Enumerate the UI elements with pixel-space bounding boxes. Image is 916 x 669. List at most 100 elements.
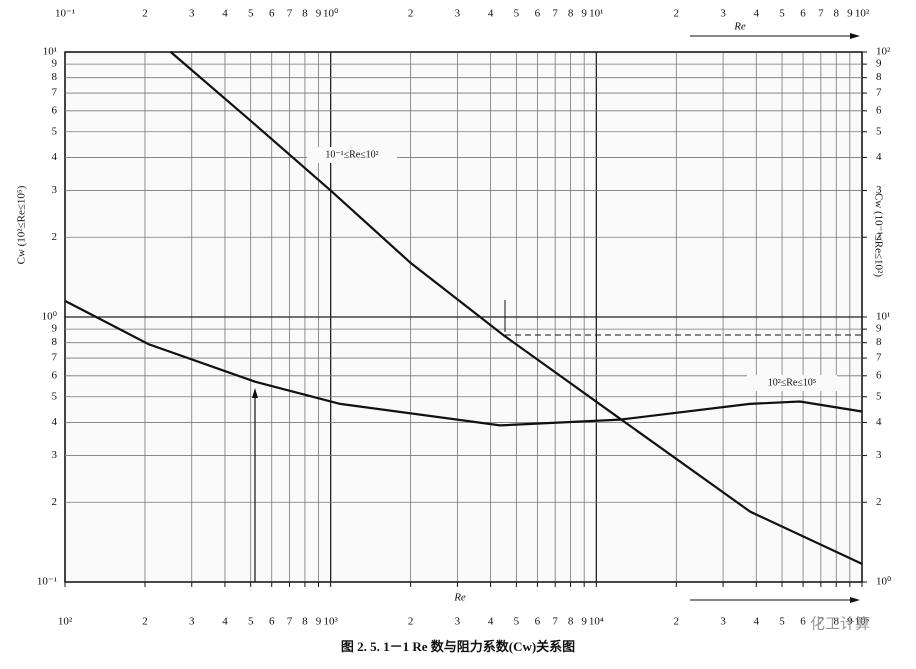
y2-tick-label: 7: [876, 352, 882, 364]
x-tick-label: 2: [142, 8, 148, 20]
x-tick-label: 7: [552, 8, 558, 20]
x-tick-label: 2: [408, 8, 414, 20]
x-tick-label: 9: [581, 8, 587, 20]
x-tick-label: 7: [287, 8, 293, 20]
x2-tick-label: 2: [408, 616, 414, 628]
x2-tick-label: 5: [248, 616, 254, 628]
x-tick-label: 3: [455, 8, 461, 20]
caption: 图 2. 5. 1－1 Re 数与阻力系数(Cw)关系图: [341, 639, 575, 654]
y-tick-label: 7: [52, 87, 58, 99]
y-tick-label: 4: [52, 151, 58, 163]
arrow-head: [252, 388, 258, 398]
y-tick-label: 10⁻¹: [37, 576, 57, 588]
layer: 10⁻¹ 2 3 4 5 6 7 8 9 10⁰ 2 3 4 5 6 7 8 9 10¹ 2 3 4 5 6 7 8 9 10²10²…: [37, 8, 892, 628]
x-tick-label: 3: [720, 8, 726, 20]
y-tick-label: 2: [52, 231, 58, 243]
y2-tick-label: 5: [876, 390, 882, 402]
y2-tick-label: 4: [876, 416, 882, 428]
x2-tick-label: 6: [269, 616, 275, 628]
x2-tick-label: 9: [316, 616, 322, 628]
x-tick-label: 5: [779, 8, 785, 20]
y2-tick-label: 8: [876, 71, 882, 83]
x-tick-label: 6: [269, 8, 275, 20]
y-tick-label: 8: [52, 71, 58, 83]
watermark: 化工计算: [810, 614, 870, 632]
y-tick-label: 7: [52, 352, 58, 364]
x2-tick-label: 7: [552, 616, 558, 628]
y2-tick-label: 3: [876, 449, 882, 461]
curve: [169, 51, 863, 565]
x2-tick-label: 10²: [58, 616, 73, 628]
x-tick-label: 4: [222, 8, 228, 20]
y2-tick-label: 5: [876, 125, 882, 137]
x2-tick-label: 3: [720, 616, 726, 628]
x-tick-label: 4: [488, 8, 494, 20]
y-tick-label: 5: [52, 390, 58, 402]
y-tick-label: 3: [52, 184, 58, 196]
y2-tick-label: 10²: [876, 46, 891, 58]
x-tick-label: 10⁰: [323, 8, 339, 20]
x2-tick-label: 10⁵: [855, 616, 870, 628]
x2-tick-label: 4: [754, 616, 760, 628]
y2-tick-label: 6: [876, 369, 882, 381]
y2-tick-label: 2: [876, 496, 882, 508]
x2-tick-label: 6: [535, 616, 541, 628]
x2-tick-label: 6: [800, 616, 806, 628]
x2-tick-label: 3: [189, 616, 195, 628]
y-tick-label: 2: [52, 496, 58, 508]
x2-tick-label: 3: [455, 616, 461, 628]
x2-tick-label: 7: [818, 616, 824, 628]
label-bg: [307, 147, 397, 163]
x-tick-label: 9: [847, 8, 853, 20]
x-tick-label: 5: [514, 8, 520, 20]
x2-tick-label: 10⁴: [589, 616, 604, 628]
x2-tick-label: 2: [674, 616, 680, 628]
x-tick-label: 5: [248, 8, 254, 20]
arrow-head: [850, 597, 860, 603]
x-tick-label: 8: [302, 8, 308, 20]
x-tick-label: 10¹: [589, 8, 603, 20]
y-tick-label: 5: [52, 125, 58, 137]
y-tick-label: 4: [52, 416, 58, 428]
y2-tick-label: 10⁰: [876, 576, 892, 588]
x2-tick-label: 2: [142, 616, 148, 628]
x-axis-title: Re: [733, 21, 746, 33]
x2-tick-label: 8: [834, 616, 840, 628]
y-tick-label: 6: [52, 104, 58, 116]
x-tick-label: 4: [754, 8, 760, 20]
label-bg: [747, 375, 837, 391]
x2-axis-title: Re: [453, 592, 466, 604]
x-tick-label: 8: [568, 8, 574, 20]
y-tick-label: 9: [52, 58, 58, 70]
y2-tick-label: 4: [876, 151, 882, 163]
x2-tick-label: 7: [287, 616, 293, 628]
x-tick-label: 6: [535, 8, 541, 20]
y-tick-label: 10¹: [43, 46, 57, 58]
y-axis-title: Cw (10²≤Re≤10⁵): [16, 185, 28, 264]
x-tick-label: 10⁻¹: [55, 8, 75, 20]
x2-tick-label: 10³: [324, 616, 339, 628]
y-tick-label: 8: [52, 336, 58, 348]
y-tick-label: 6: [52, 369, 58, 381]
y-tick-label: 9: [52, 323, 58, 335]
arrow-head: [850, 33, 860, 39]
curve-label: 10²≤Re≤10⁵: [768, 377, 817, 388]
x2-tick-label: 8: [568, 616, 574, 628]
y2-tick-label: 9: [876, 58, 882, 70]
y-tick-label: 3: [52, 449, 58, 461]
y-tick-label: 10⁰: [42, 311, 58, 323]
y2-tick-label: 10¹: [876, 311, 890, 323]
curve: [64, 299, 863, 427]
x-tick-label: 2: [674, 8, 680, 20]
x2-tick-label: 9: [581, 616, 587, 628]
x-tick-label: 6: [800, 8, 806, 20]
x2-tick-label: 4: [222, 616, 228, 628]
x-tick-label: 9: [316, 8, 322, 20]
x2-tick-label: 8: [302, 616, 308, 628]
y2-tick-label: 6: [876, 104, 882, 116]
y2-tick-label: 7: [876, 87, 882, 99]
x2-tick-label: 5: [514, 616, 520, 628]
y2-tick-label: 2: [876, 231, 882, 243]
x2-tick-label: 4: [488, 616, 494, 628]
